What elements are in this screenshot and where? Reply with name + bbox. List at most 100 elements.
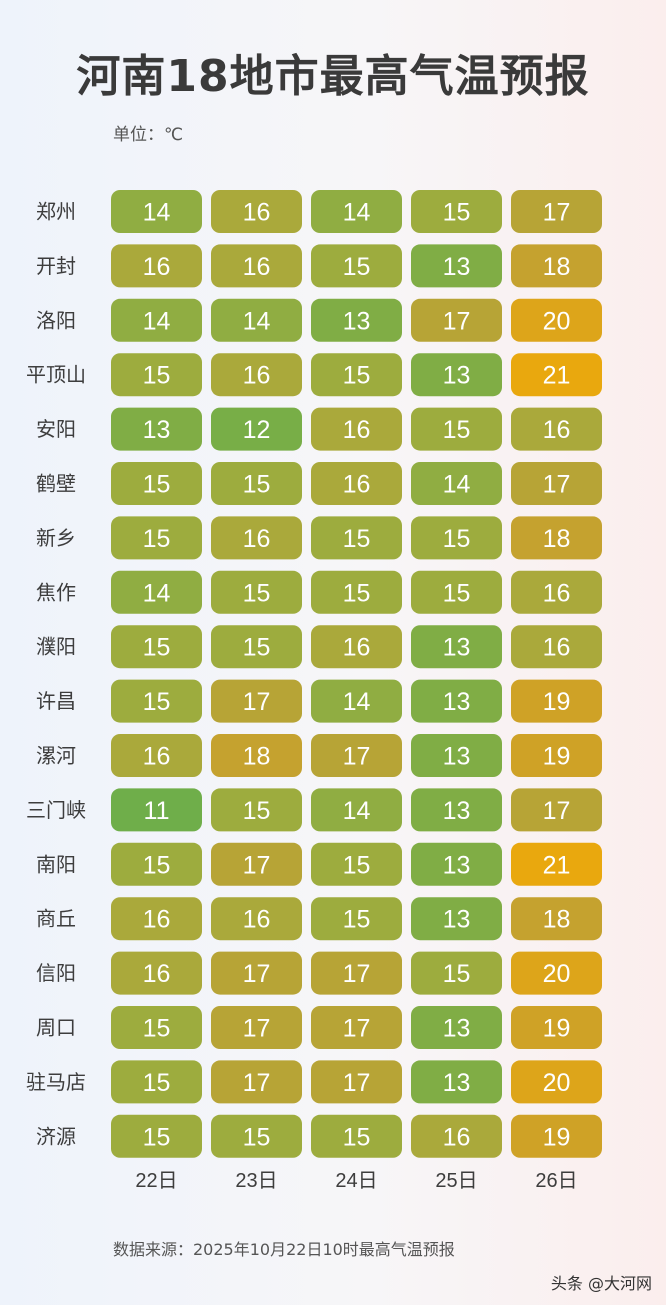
heatmap-cell (311, 298, 402, 342)
row-label: 濮阳 (36, 635, 76, 659)
heatmap-cell (411, 788, 502, 832)
cell-value-label: 15 (343, 1123, 371, 1151)
cell-value-label: 16 (143, 743, 171, 771)
heatmap-cell (411, 1006, 502, 1049)
cell-value-label: 16 (543, 634, 571, 662)
data-source-note: 数据来源：2025年10月22日10时最高气温预报 (113, 1240, 455, 1259)
heatmap-cell (311, 1006, 402, 1049)
row-label: 信阳 (36, 961, 76, 985)
heatmap-cell (211, 734, 302, 777)
cell-value-label: 15 (343, 525, 371, 553)
heatmap-cell (211, 897, 302, 941)
heatmap-cell (511, 570, 602, 614)
heatmap-cell (511, 462, 602, 505)
heatmap-cell (111, 842, 202, 886)
cell-value-label: 13 (143, 416, 171, 444)
heatmap-cell (111, 407, 202, 451)
cell-value-label: 20 (543, 307, 571, 335)
cell-value-label: 19 (543, 1015, 571, 1043)
cell-value-label: 15 (343, 253, 371, 281)
cell-value-label: 17 (243, 1015, 271, 1043)
cell-value-label: 18 (543, 906, 571, 934)
cell-value-label: 14 (143, 307, 171, 335)
heatmap-cell (411, 1114, 502, 1158)
heatmap-cell (111, 570, 202, 614)
heatmap-cell (411, 516, 502, 560)
heatmap-cell (111, 298, 202, 342)
heatmap-cell (511, 1060, 602, 1104)
heatmap-cell (511, 1114, 602, 1158)
heatmap-cell (511, 353, 602, 397)
heatmap-cell (411, 679, 502, 723)
cell-value-label: 16 (343, 471, 371, 499)
heatmap-cell (311, 788, 402, 832)
cell-value-label: 16 (443, 1123, 471, 1151)
row-label: 平顶山 (26, 363, 86, 387)
cell-value-label: 13 (443, 1069, 471, 1097)
heatmap-cell (111, 679, 202, 723)
heatmap-cell (511, 1006, 602, 1049)
heatmap-cell (411, 298, 502, 342)
cell-value-label: 13 (443, 253, 471, 281)
heatmap-cell (211, 788, 302, 832)
heatmap-cell (311, 679, 402, 723)
heatmap-cell (511, 951, 602, 995)
heatmap-cell (511, 244, 602, 288)
row-label: 新乡 (36, 526, 76, 550)
heatmap-cell (311, 1060, 402, 1104)
heatmap-cell (211, 244, 302, 288)
heatmap-cell (211, 462, 302, 505)
cell-value-label: 16 (343, 416, 371, 444)
cell-value-label: 16 (243, 253, 271, 281)
cell-value-label: 17 (243, 1069, 271, 1097)
cell-value-label: 19 (543, 688, 571, 716)
chart-title: 河南18地市最高气温预报 (76, 51, 590, 102)
heatmap-cell (111, 190, 202, 233)
heatmap-cell (511, 190, 602, 233)
row-label: 商丘 (36, 907, 76, 931)
cell-value-label: 16 (543, 416, 571, 444)
column-label: 25日 (435, 1170, 477, 1192)
heatmap-cell (311, 625, 402, 669)
cell-value-label: 16 (343, 634, 371, 662)
row-label: 漯河 (36, 744, 76, 768)
cell-value-label: 14 (343, 797, 371, 825)
cell-value-label: 15 (443, 199, 471, 227)
heatmap-cell (311, 407, 402, 451)
cell-value-label: 15 (243, 1123, 271, 1151)
cell-value-label: 14 (343, 199, 371, 227)
cell-value-label: 18 (243, 743, 271, 771)
heatmap-cell (511, 788, 602, 832)
heatmap-cell (411, 353, 502, 397)
heatmap-cell (111, 462, 202, 505)
row-label: 三门峡 (26, 798, 86, 822)
cell-value-label: 17 (543, 797, 571, 825)
heatmap-cell (211, 1114, 302, 1158)
cell-value-label: 15 (443, 960, 471, 988)
cell-value-label: 21 (543, 851, 571, 879)
cell-value-label: 19 (543, 743, 571, 771)
row-label: 济源 (36, 1124, 76, 1148)
row-label: 安阳 (36, 417, 76, 441)
cell-value-label: 15 (243, 797, 271, 825)
cell-value-label: 17 (243, 688, 271, 716)
cell-value-label: 17 (343, 1069, 371, 1097)
heatmap-cell (411, 625, 502, 669)
cell-value-label: 16 (543, 579, 571, 607)
heatmap-cell (311, 570, 402, 614)
row-label: 驻马店 (26, 1070, 86, 1094)
cell-value-label: 15 (243, 579, 271, 607)
heatmap-cell (211, 842, 302, 886)
heatmap-cell (411, 951, 502, 995)
cell-value-label: 15 (343, 851, 371, 879)
cell-value-label: 14 (343, 688, 371, 716)
heatmap-cell (211, 625, 302, 669)
cell-value-label: 13 (443, 634, 471, 662)
cell-value-label: 13 (443, 1015, 471, 1043)
cell-value-label: 15 (443, 416, 471, 444)
cell-value-label: 15 (343, 579, 371, 607)
cell-value-label: 15 (143, 525, 171, 553)
row-label: 南阳 (36, 852, 76, 876)
cell-value-label: 13 (443, 906, 471, 934)
cell-value-label: 17 (343, 1015, 371, 1043)
